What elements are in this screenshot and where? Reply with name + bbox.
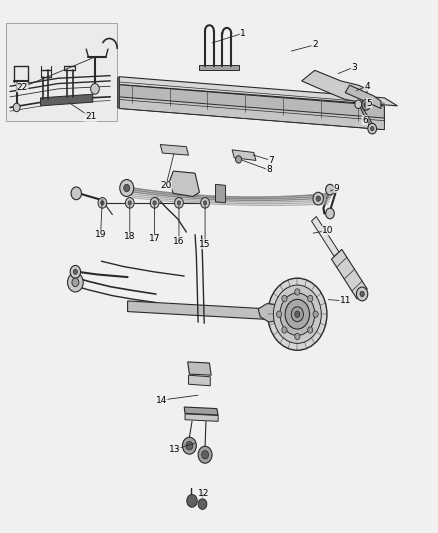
Text: 17: 17 xyxy=(149,235,160,244)
Polygon shape xyxy=(345,85,381,109)
Polygon shape xyxy=(358,103,375,131)
Polygon shape xyxy=(215,184,226,203)
Polygon shape xyxy=(119,77,397,106)
Circle shape xyxy=(280,293,315,335)
Text: 12: 12 xyxy=(198,489,209,498)
Text: 22: 22 xyxy=(17,83,28,92)
Circle shape xyxy=(120,180,134,197)
Circle shape xyxy=(183,437,196,454)
Circle shape xyxy=(273,285,321,343)
Circle shape xyxy=(295,333,300,340)
Polygon shape xyxy=(188,375,210,386)
Text: 3: 3 xyxy=(351,63,357,71)
Circle shape xyxy=(177,201,181,205)
Circle shape xyxy=(13,103,20,112)
Circle shape xyxy=(282,295,287,302)
Text: 16: 16 xyxy=(173,237,185,246)
Circle shape xyxy=(316,196,321,201)
Polygon shape xyxy=(41,94,93,106)
Polygon shape xyxy=(185,414,218,421)
Text: 7: 7 xyxy=(268,156,274,165)
Circle shape xyxy=(128,201,131,205)
Text: 18: 18 xyxy=(124,232,135,241)
Text: 19: 19 xyxy=(95,230,106,239)
Circle shape xyxy=(276,311,282,317)
Circle shape xyxy=(368,123,377,134)
Circle shape xyxy=(203,201,207,205)
Polygon shape xyxy=(160,144,188,155)
Polygon shape xyxy=(332,249,367,299)
Text: 1: 1 xyxy=(240,29,246,38)
Text: 21: 21 xyxy=(85,112,96,122)
Circle shape xyxy=(186,441,193,450)
Polygon shape xyxy=(119,97,385,130)
Polygon shape xyxy=(127,301,269,319)
Circle shape xyxy=(175,198,184,208)
Polygon shape xyxy=(258,304,282,322)
Circle shape xyxy=(282,327,287,333)
Text: 14: 14 xyxy=(156,395,167,405)
Circle shape xyxy=(291,307,304,321)
Circle shape xyxy=(328,212,332,216)
Circle shape xyxy=(153,201,156,205)
Text: 8: 8 xyxy=(266,166,272,174)
Circle shape xyxy=(360,292,364,297)
Text: 10: 10 xyxy=(322,226,334,235)
Text: 2: 2 xyxy=(312,41,318,50)
Circle shape xyxy=(73,269,78,274)
Circle shape xyxy=(371,126,374,131)
Polygon shape xyxy=(199,65,239,70)
Circle shape xyxy=(364,102,368,108)
Circle shape xyxy=(285,300,310,329)
Circle shape xyxy=(325,208,334,219)
Text: 6: 6 xyxy=(362,116,367,125)
Circle shape xyxy=(72,278,79,287)
Circle shape xyxy=(268,278,327,350)
Circle shape xyxy=(307,295,313,302)
Text: 5: 5 xyxy=(366,99,372,108)
Polygon shape xyxy=(187,362,211,375)
Circle shape xyxy=(201,198,209,208)
Circle shape xyxy=(71,187,81,200)
Text: 15: 15 xyxy=(199,240,211,249)
Text: 20: 20 xyxy=(160,181,172,190)
Circle shape xyxy=(295,289,300,295)
Polygon shape xyxy=(119,85,385,123)
Polygon shape xyxy=(6,22,117,120)
Text: 11: 11 xyxy=(339,296,351,305)
Circle shape xyxy=(124,184,130,192)
Circle shape xyxy=(67,273,83,292)
Circle shape xyxy=(198,446,212,463)
Polygon shape xyxy=(302,70,367,103)
Circle shape xyxy=(325,184,334,195)
Circle shape xyxy=(313,311,318,317)
Text: 13: 13 xyxy=(169,445,180,454)
Circle shape xyxy=(328,188,332,192)
Circle shape xyxy=(150,198,159,208)
Polygon shape xyxy=(184,407,218,415)
Circle shape xyxy=(355,100,362,109)
Circle shape xyxy=(313,192,323,205)
Text: 9: 9 xyxy=(334,183,339,192)
Circle shape xyxy=(236,156,242,163)
Text: 4: 4 xyxy=(364,82,370,91)
Circle shape xyxy=(307,327,313,333)
Circle shape xyxy=(70,265,81,278)
Circle shape xyxy=(357,287,368,301)
Circle shape xyxy=(101,201,104,205)
Circle shape xyxy=(125,198,134,208)
Circle shape xyxy=(187,495,197,507)
Circle shape xyxy=(98,198,107,208)
Circle shape xyxy=(295,311,300,317)
Polygon shape xyxy=(232,150,256,160)
Circle shape xyxy=(362,100,371,110)
Circle shape xyxy=(201,450,208,459)
Polygon shape xyxy=(117,77,119,108)
Polygon shape xyxy=(311,216,339,256)
Circle shape xyxy=(198,499,207,510)
Polygon shape xyxy=(169,171,199,197)
Circle shape xyxy=(91,84,99,94)
